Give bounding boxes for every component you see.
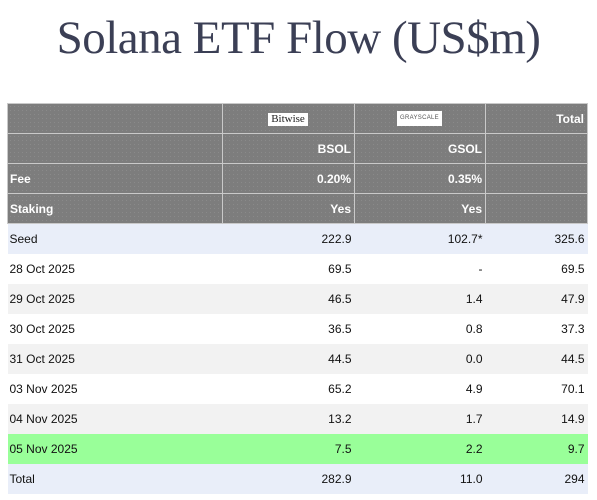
table-row: 31 Oct 2025 44.5 0.0 44.5 bbox=[7, 343, 588, 374]
gsol-flow: 1.7 bbox=[354, 403, 486, 434]
total-flow: 70.1 bbox=[485, 373, 588, 404]
bsol-flow: 44.5 bbox=[222, 343, 355, 374]
etf-flow-table: Bitwise GRAYSCALE Total BSOL GSOL Fee 0.… bbox=[7, 103, 588, 494]
header-blank-cell bbox=[7, 133, 223, 164]
table-row: Seed 222.9 102.7* 325.6 bbox=[7, 223, 588, 254]
row-date: 05 Nov 2025 bbox=[7, 433, 223, 464]
table-row: 03 Nov 2025 65.2 4.9 70.1 bbox=[7, 373, 588, 404]
row-date: 03 Nov 2025 bbox=[7, 373, 223, 404]
page-title: Solana ETF Flow (US$m) bbox=[56, 12, 541, 64]
row-date: Seed bbox=[7, 223, 223, 254]
bsol-flow: 65.2 bbox=[222, 373, 355, 404]
gsol-fee: 0.35% bbox=[354, 163, 486, 194]
gsol-flow: 1.4 bbox=[354, 283, 486, 314]
total-column-header: Total bbox=[485, 103, 588, 134]
gsol-flow: - bbox=[354, 253, 486, 284]
bsol-flow: 222.9 bbox=[222, 223, 355, 254]
bsol-flow: 46.5 bbox=[222, 283, 355, 314]
gsol-flow: 102.7* bbox=[354, 223, 486, 254]
bsol-fee: 0.20% bbox=[222, 163, 355, 194]
bitwise-logo: Bitwise bbox=[268, 112, 308, 126]
row-date: 29 Oct 2025 bbox=[7, 283, 223, 314]
gsol-staking: Yes bbox=[354, 193, 486, 224]
total-flow: 325.6 bbox=[485, 223, 588, 254]
header-blank-cell bbox=[485, 133, 588, 164]
row-date: 30 Oct 2025 bbox=[7, 313, 223, 344]
total-flow: 47.9 bbox=[485, 283, 588, 314]
total-flow: 44.5 bbox=[485, 343, 588, 374]
total-row: Total 282.9 11.0 294 bbox=[7, 463, 588, 494]
grayscale-logo: GRAYSCALE bbox=[397, 111, 442, 127]
gsol-flow: 4.9 bbox=[354, 373, 486, 404]
header-blank-cell bbox=[485, 163, 588, 194]
row-date: 31 Oct 2025 bbox=[7, 343, 223, 374]
table-row: 04 Nov 2025 13.2 1.7 14.9 bbox=[7, 403, 588, 434]
row-date: 28 Oct 2025 bbox=[7, 253, 223, 284]
gsol-flow: 0.0 bbox=[354, 343, 486, 374]
total-row-label: Total bbox=[7, 463, 223, 494]
total-flow: 14.9 bbox=[485, 403, 588, 434]
header-blank-cell bbox=[485, 193, 588, 224]
fee-label: Fee bbox=[7, 163, 223, 194]
total-gsol: 11.0 bbox=[354, 463, 486, 494]
issuer-header-row: Bitwise GRAYSCALE Total bbox=[7, 103, 588, 134]
bitwise-logo-cell: Bitwise bbox=[222, 103, 355, 134]
bsol-flow: 7.5 bbox=[222, 433, 355, 464]
total-flow: 9.7 bbox=[485, 433, 588, 464]
bsol-flow: 13.2 bbox=[222, 403, 355, 434]
total-sum: 294 bbox=[485, 463, 588, 494]
grayscale-logo-cell: GRAYSCALE bbox=[354, 103, 486, 134]
ticker-header-row: BSOL GSOL bbox=[7, 133, 588, 164]
total-flow: 37.3 bbox=[485, 313, 588, 344]
staking-row: Staking Yes Yes bbox=[7, 193, 588, 224]
bsol-staking: Yes bbox=[222, 193, 355, 224]
header-blank-cell bbox=[7, 103, 223, 134]
gsol-ticker: GSOL bbox=[354, 133, 486, 164]
staking-label: Staking bbox=[7, 193, 223, 224]
total-flow: 69.5 bbox=[485, 253, 588, 284]
gsol-flow: 0.8 bbox=[354, 313, 486, 344]
row-date: 04 Nov 2025 bbox=[7, 403, 223, 434]
table-row: 29 Oct 2025 46.5 1.4 47.9 bbox=[7, 283, 588, 314]
table-row: 05 Nov 2025 7.5 2.2 9.7 bbox=[7, 433, 588, 464]
table-row: 30 Oct 2025 36.5 0.8 37.3 bbox=[7, 313, 588, 344]
total-bsol: 282.9 bbox=[222, 463, 355, 494]
gsol-flow: 2.2 bbox=[354, 433, 486, 464]
bsol-flow: 69.5 bbox=[222, 253, 355, 284]
bsol-ticker: BSOL bbox=[222, 133, 355, 164]
fee-row: Fee 0.20% 0.35% bbox=[7, 163, 588, 194]
bsol-flow: 36.5 bbox=[222, 313, 355, 344]
table-row: 28 Oct 2025 69.5-69.5 bbox=[7, 253, 588, 284]
